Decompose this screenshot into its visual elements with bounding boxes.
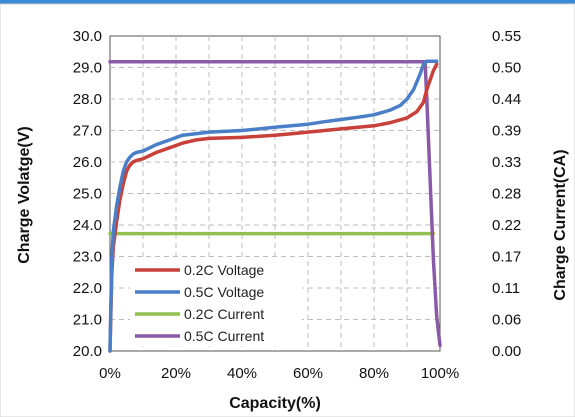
x-tick-label: 60% [293,365,323,382]
left-tick-label: 26.0 [73,154,102,171]
x-tick-label: 20% [161,365,191,382]
x-tick-label: 0% [99,365,121,382]
left-tick-label: 29.0 [73,60,102,77]
series-layer [108,59,442,353]
left-tick-label: 20.0 [73,343,102,360]
left-tick-label: 21.0 [73,312,102,329]
left-axis-title: Charge Volatge(V) [16,126,33,264]
right-tick-label: 0.50 [492,60,521,77]
left-tick-label: 28.0 [73,91,102,108]
legend-label: 0.5C Voltage [184,284,264,300]
left-axis-ticks: 20.0 21.0 22.0 23.0 24.0 25.0 26.0 27.0 28.0 29.0… [73,28,102,360]
legend-background [130,258,302,346]
right-tick-label: 0.33 [492,154,521,171]
legend: 0.2C Voltage 0.5C Voltage 0.2C Current 0.5C… [130,258,302,346]
legend-label: 0.5C Current [184,328,264,344]
x-tick-label: 100% [421,365,459,382]
left-tick-label: 30.0 [73,28,102,45]
x-axis-title: Capacity(%) [229,395,321,412]
right-tick-label: 0.39 [492,123,521,140]
right-axis-title: Charge Current(CA) [552,149,569,300]
series-line-0-5c-voltage [108,59,439,353]
left-tick-label: 22.0 [73,280,102,297]
right-tick-label: 0.11 [492,280,520,297]
legend-label: 0.2C Current [184,306,264,322]
right-tick-label: 0.17 [492,249,521,266]
right-tick-label: 0.00 [492,343,521,360]
right-tick-label: 0.06 [492,312,521,329]
left-tick-label: 23.0 [73,249,102,266]
left-tick-label: 24.0 [73,217,102,234]
right-tick-label: 0.28 [492,186,521,203]
right-tick-label: 0.44 [492,91,521,108]
right-tick-label: 0.55 [492,28,521,45]
x-axis-ticks: 0% 20% 40% 60% 80% 100% [99,365,459,382]
outer-border [0,3,575,417]
x-tick-label: 80% [359,365,389,382]
series-line-0-2c-voltage [108,62,439,353]
legend-label: 0.2C Voltage [184,262,264,278]
left-tick-label: 25.0 [73,186,102,203]
right-axis-ticks: 0.00 0.06 0.11 0.17 0.22 0.28 0.33 0.39 0.44 0.50… [492,28,521,360]
right-tick-label: 0.22 [492,217,521,234]
x-tick-label: 40% [227,365,257,382]
left-tick-label: 27.0 [73,123,102,140]
top-border [0,0,575,4]
